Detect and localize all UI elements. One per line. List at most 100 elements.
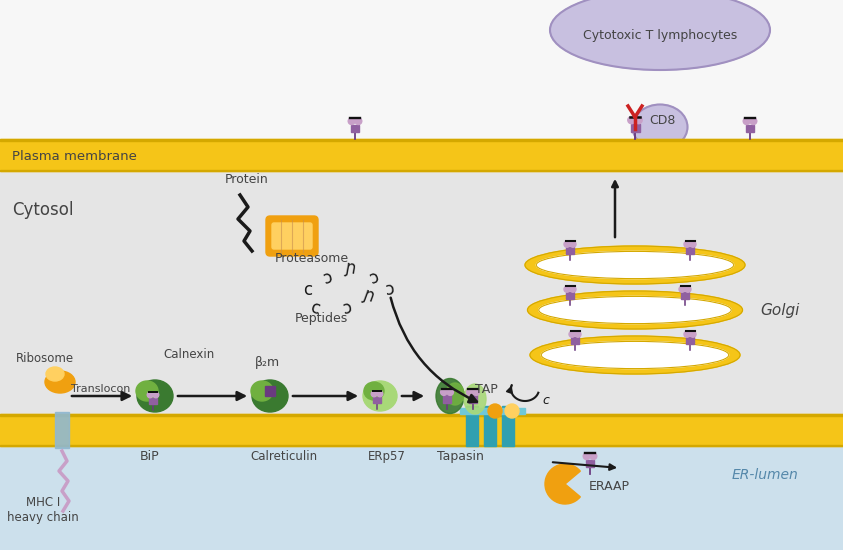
Text: Tapasin: Tapasin [437, 450, 484, 463]
Bar [460, 408, 525, 414]
Text: c: c [542, 394, 549, 407]
Text: Calnexin: Calnexin [163, 348, 214, 361]
Text: Translocon: Translocon [71, 384, 131, 394]
Text: ɔ: ɔ [321, 268, 335, 288]
Ellipse shape [685, 286, 691, 292]
Ellipse shape [137, 380, 173, 412]
Ellipse shape [446, 383, 464, 405]
Ellipse shape [441, 389, 447, 395]
Bar [586, 460, 594, 467]
Ellipse shape [136, 381, 158, 401]
Bar [0, 0, 843, 139]
Ellipse shape [569, 331, 575, 337]
Ellipse shape [539, 296, 731, 323]
Bar [484, 406, 496, 446]
Bar [681, 292, 689, 299]
Ellipse shape [750, 118, 757, 124]
Ellipse shape [252, 380, 288, 412]
Bar [466, 406, 478, 446]
Ellipse shape [690, 331, 696, 337]
Bar [373, 397, 380, 403]
Bar [351, 124, 359, 132]
Ellipse shape [251, 381, 273, 401]
Bar [265, 386, 275, 396]
Ellipse shape [679, 286, 685, 292]
Bar [0, 444, 843, 446]
Text: ERAAP: ERAAP [589, 480, 630, 492]
Text: ER-lumen: ER-lumen [732, 468, 798, 482]
Ellipse shape [447, 389, 454, 395]
Ellipse shape [436, 378, 464, 414]
FancyBboxPatch shape [272, 223, 312, 249]
Ellipse shape [744, 118, 750, 124]
Text: Cytosol: Cytosol [12, 201, 73, 219]
Text: MHC I
heavy chain: MHC I heavy chain [7, 496, 79, 524]
Ellipse shape [348, 118, 355, 124]
Ellipse shape [564, 241, 570, 248]
Text: Proteasome: Proteasome [275, 252, 349, 265]
Bar [469, 395, 477, 403]
Bar [686, 337, 694, 344]
Text: Calreticulin: Calreticulin [250, 450, 317, 463]
Text: ɔ: ɔ [342, 298, 354, 318]
Ellipse shape [690, 241, 696, 248]
Ellipse shape [355, 118, 362, 124]
Text: Protein: Protein [225, 173, 269, 186]
Ellipse shape [364, 382, 384, 400]
Text: β₂m: β₂m [255, 356, 280, 369]
Text: Ribosome: Ribosome [16, 352, 74, 365]
Ellipse shape [684, 331, 690, 337]
Ellipse shape [528, 291, 743, 329]
Wedge shape [545, 464, 580, 504]
Ellipse shape [46, 367, 64, 381]
Bar [0, 139, 843, 140]
Ellipse shape [570, 286, 576, 292]
Ellipse shape [564, 286, 570, 292]
Ellipse shape [525, 246, 745, 284]
Bar [55, 412, 69, 448]
Circle shape [505, 404, 519, 418]
Ellipse shape [464, 384, 486, 414]
FancyBboxPatch shape [266, 216, 318, 256]
Bar [443, 395, 451, 403]
Bar [0, 139, 843, 171]
Text: TAP: TAP [475, 383, 497, 396]
Ellipse shape [684, 241, 690, 248]
Text: ɲ: ɲ [360, 285, 376, 305]
Ellipse shape [632, 104, 688, 150]
Text: CD8: CD8 [649, 114, 675, 128]
Text: c: c [309, 298, 322, 318]
Bar [149, 398, 157, 404]
Bar [0, 414, 843, 446]
Text: ɔ: ɔ [384, 280, 395, 299]
Ellipse shape [635, 117, 642, 124]
Bar [502, 406, 514, 446]
Text: BiP: BiP [140, 450, 160, 463]
Bar [0, 169, 843, 171]
Text: Golgi: Golgi [760, 302, 799, 317]
Text: ɔ: ɔ [368, 268, 383, 288]
Text: c: c [303, 281, 313, 299]
Circle shape [488, 404, 502, 418]
Text: ɲ: ɲ [343, 258, 357, 278]
Text: ERp57: ERp57 [368, 450, 405, 463]
Ellipse shape [473, 389, 480, 395]
Bar [566, 292, 574, 299]
Ellipse shape [377, 391, 383, 397]
Ellipse shape [583, 453, 590, 460]
Bar [746, 124, 754, 132]
Bar [0, 446, 843, 550]
Bar [686, 248, 694, 254]
Ellipse shape [570, 241, 576, 248]
Ellipse shape [530, 336, 740, 374]
Ellipse shape [541, 342, 728, 369]
Bar [572, 337, 579, 344]
Ellipse shape [148, 392, 153, 398]
Ellipse shape [153, 392, 158, 398]
Bar [566, 248, 574, 254]
Ellipse shape [363, 381, 397, 411]
Ellipse shape [590, 453, 597, 460]
Bar [0, 414, 843, 415]
Text: Peptides: Peptides [295, 312, 348, 325]
Text: Cytotoxic T lymphocytes: Cytotoxic T lymphocytes [583, 29, 737, 41]
